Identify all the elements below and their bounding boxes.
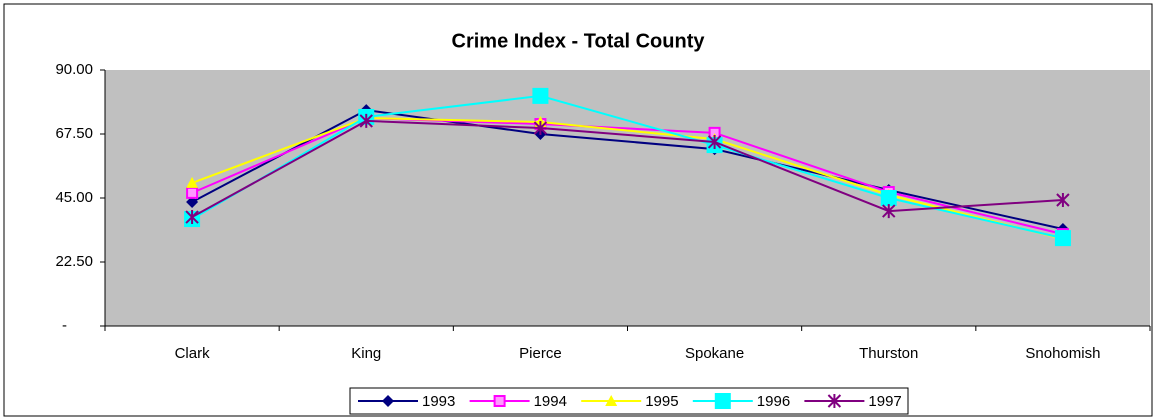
series-line	[191, 94, 1064, 240]
chart-title: Crime Index - Total County	[452, 30, 706, 52]
marker	[359, 113, 373, 128]
legend-label: 1997	[868, 393, 901, 410]
marker	[605, 395, 618, 406]
y-tick-label: 22.50	[55, 253, 93, 270]
marker	[707, 134, 722, 149]
marker	[185, 210, 199, 225]
x-tick-label: Clark	[175, 345, 211, 362]
y-tick-label: 90.00	[55, 61, 93, 78]
series-line	[191, 117, 1064, 240]
legend-label: 1994	[534, 393, 567, 410]
marker	[533, 121, 548, 136]
legend-label: 1996	[757, 393, 790, 410]
marker	[880, 190, 897, 206]
y-tick-label: 45.00	[55, 189, 93, 206]
marker	[186, 186, 199, 199]
marker	[493, 395, 506, 407]
series-line	[191, 119, 1063, 218]
legend-label: 1995	[645, 393, 678, 410]
marker	[1056, 192, 1070, 207]
y-tick-label: 67.50	[55, 125, 93, 142]
series-line	[191, 117, 1064, 236]
x-tick-label: King	[351, 345, 381, 362]
marker	[382, 395, 394, 407]
marker	[827, 394, 842, 408]
marker	[532, 87, 549, 104]
y-tick-label: -	[62, 317, 67, 334]
marker	[186, 176, 199, 188]
marker	[186, 195, 199, 208]
legend-label: 1993	[422, 393, 455, 410]
marker	[714, 393, 731, 409]
x-tick-label: Snohomish	[1025, 345, 1100, 362]
plot-area	[105, 70, 1150, 326]
x-tick-label: Thurston	[859, 345, 918, 362]
marker	[882, 204, 896, 219]
marker	[1054, 230, 1071, 247]
x-tick-label: Spokane	[685, 345, 744, 362]
series-line	[191, 109, 1064, 230]
x-tick-label: Pierce	[519, 345, 562, 362]
